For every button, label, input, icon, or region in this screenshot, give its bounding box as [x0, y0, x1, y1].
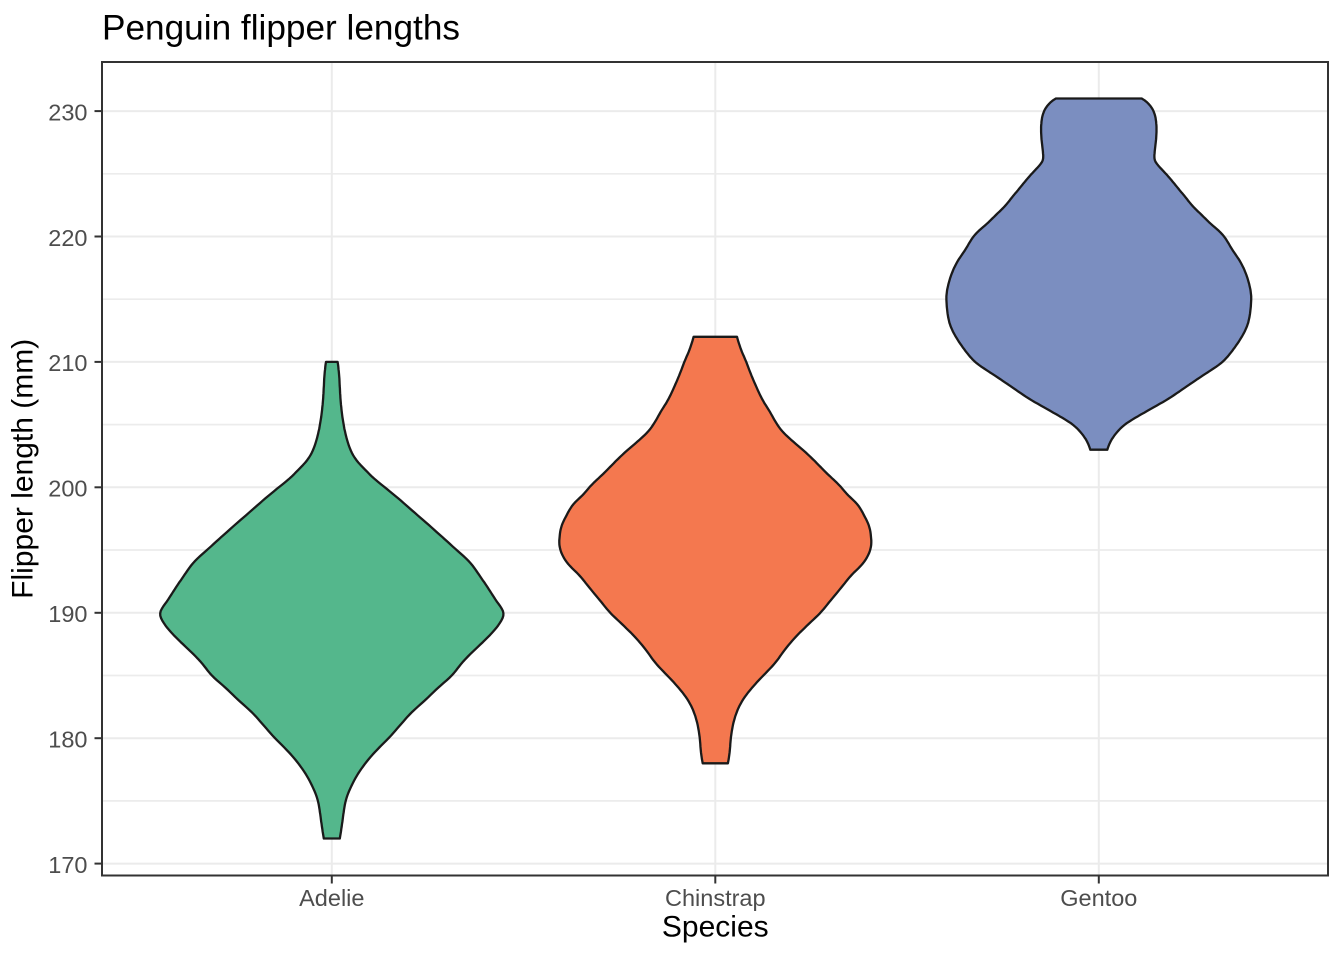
svg-text:Adelie: Adelie [299, 885, 364, 911]
svg-text:220: 220 [48, 225, 87, 251]
svg-text:230: 230 [48, 99, 87, 125]
svg-text:170: 170 [48, 852, 87, 878]
svg-text:200: 200 [48, 476, 87, 502]
svg-text:190: 190 [48, 601, 87, 627]
svg-text:180: 180 [48, 727, 87, 753]
svg-text:Penguin flipper lengths: Penguin flipper lengths [102, 9, 460, 48]
svg-text:Gentoo: Gentoo [1060, 885, 1137, 911]
svg-text:210: 210 [48, 350, 87, 376]
svg-text:Chinstrap: Chinstrap [665, 885, 766, 911]
svg-text:Flipper length (mm): Flipper length (mm) [6, 339, 39, 599]
svg-text:Species: Species [662, 911, 769, 944]
